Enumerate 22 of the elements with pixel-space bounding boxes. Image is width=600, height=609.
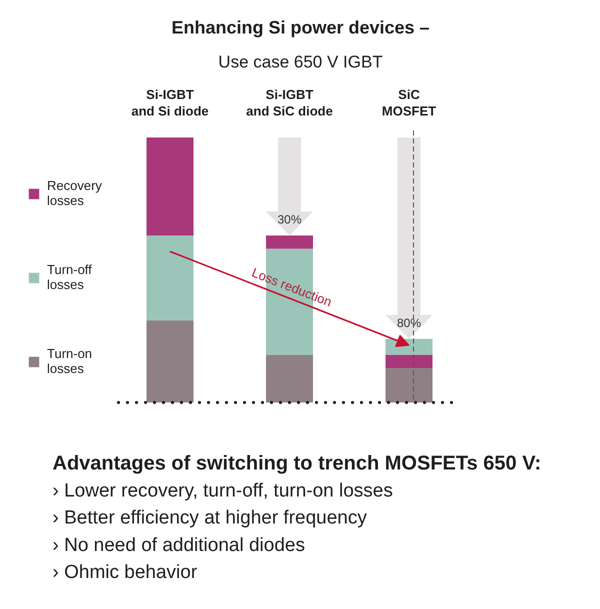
chart-title: Enhancing Si power devices –: [171, 18, 430, 38]
text: › Ohmic behavior: [52, 562, 198, 584]
annotation: 30%: [277, 212, 302, 227]
bar: [386, 354, 432, 368]
bar: [386, 368, 432, 402]
bar: [146, 236, 194, 320]
x-tick-label: SiC MOSFET: [382, 87, 436, 118]
legend-label: Recovery losses: [47, 177, 102, 209]
text: › No need of additional diodes: [52, 534, 305, 556]
text: Advantages of switching to trench MOSFETs 650 V:: [52, 452, 542, 474]
x-tick-label: Si-IGBT and SiC diode: [246, 87, 333, 118]
text: › Lower recovery, turn-off, turn-on losses: [52, 480, 393, 502]
legend-label: Turn-on losses: [47, 345, 92, 377]
x-tick-label: Si-IGBT and Si diode: [131, 87, 209, 118]
bar: [266, 236, 313, 249]
annotation: 80%: [396, 316, 422, 330]
bar: [146, 320, 194, 402]
bar: [146, 138, 194, 236]
chart-subtitle: Use case 650 V IGBT: [218, 52, 383, 72]
text: › Better efficiency at higher frequency: [52, 508, 368, 529]
bar: [266, 354, 313, 402]
legend-label: Turn-off losses: [47, 261, 92, 293]
